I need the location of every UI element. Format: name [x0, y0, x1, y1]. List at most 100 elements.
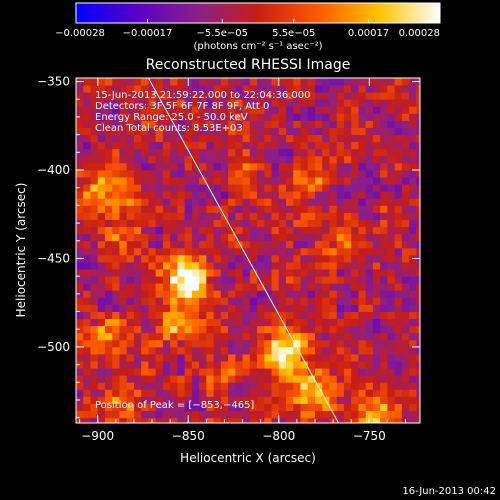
heatmap-cell	[351, 148, 359, 157]
heatmap-cell	[336, 375, 345, 383]
heatmap-cell	[191, 184, 200, 192]
heatmap-cell	[409, 240, 417, 249]
heatmap-cell	[235, 141, 243, 150]
heatmap-cell	[170, 85, 178, 93]
heatmap-cell	[300, 99, 309, 107]
heatmap-cell	[278, 170, 287, 178]
heatmap-cell	[235, 276, 243, 284]
heatmap-cell	[278, 375, 287, 383]
heatmap-cell	[307, 325, 316, 334]
heatmap-cell	[177, 99, 186, 107]
heatmap-cell	[148, 325, 157, 334]
heatmap-cell	[372, 382, 381, 390]
heatmap-cell	[271, 92, 280, 100]
heatmap-cell	[141, 184, 149, 192]
heatmap-cell	[76, 375, 84, 383]
heatmap-cell	[264, 177, 272, 185]
heatmap-cell	[83, 382, 91, 390]
heatmap-cell	[155, 254, 164, 263]
heatmap-cell	[76, 191, 84, 199]
heatmap-cell	[416, 361, 420, 369]
heatmap-cell	[206, 177, 214, 185]
heatmap-cell	[199, 134, 207, 143]
heatmap-cell	[293, 403, 301, 412]
heatmap-cell	[416, 177, 420, 185]
heatmap-cell	[191, 198, 200, 206]
heatmap-cell	[409, 332, 417, 341]
heatmap-cell	[264, 368, 272, 376]
heatmap-cell	[416, 417, 420, 423]
heatmap-cell	[365, 368, 374, 376]
heatmap-cell	[90, 99, 99, 107]
heatmap-cell	[213, 155, 222, 164]
heatmap-cell	[133, 332, 142, 341]
heatmap-cell	[155, 297, 164, 305]
x-tick-label: −850	[172, 429, 205, 443]
heatmap-cell	[184, 113, 193, 121]
heatmap-cell	[170, 290, 178, 298]
heatmap-cell	[199, 191, 207, 199]
heatmap-cell	[242, 346, 251, 355]
heatmap-cell	[235, 155, 243, 164]
heatmap-cell	[286, 141, 294, 150]
heatmap-cell	[162, 78, 171, 86]
heatmap-cell	[351, 127, 359, 136]
colorbar-tick-label: −0.00028	[55, 28, 105, 39]
heatmap-cell	[257, 247, 265, 256]
heatmap-cell	[401, 226, 410, 235]
heatmap-cell	[307, 396, 316, 404]
heatmap-cell	[257, 396, 265, 404]
heatmap-cell	[83, 325, 91, 334]
heatmap-cell	[235, 120, 243, 128]
heatmap-cell	[293, 226, 301, 235]
heatmap-cell	[271, 396, 280, 404]
heatmap-cell	[76, 127, 84, 136]
heatmap-cell	[401, 368, 410, 376]
heatmap-cell	[293, 311, 301, 320]
heatmap-cell	[343, 162, 352, 171]
heatmap-cell	[394, 339, 403, 348]
heatmap-cell	[307, 134, 316, 143]
heatmap-cell	[170, 92, 178, 100]
heatmap-cell	[322, 177, 330, 185]
heatmap-cell	[329, 85, 338, 93]
heatmap-cell	[191, 99, 200, 107]
heatmap-cell	[387, 339, 396, 348]
heatmap-cell	[133, 346, 142, 355]
heatmap-cell	[264, 318, 272, 327]
heatmap-cell	[271, 120, 280, 128]
heatmap-cell	[380, 205, 388, 213]
heatmap-cell	[401, 162, 410, 171]
heatmap-cell	[351, 205, 359, 213]
heatmap-cell	[387, 184, 396, 192]
heatmap-cell	[228, 247, 236, 256]
heatmap-cell	[206, 127, 214, 136]
heatmap-cell	[257, 304, 265, 312]
heatmap-cell	[271, 339, 280, 348]
heatmap-cell	[112, 339, 120, 348]
heatmap-cell	[387, 113, 396, 121]
heatmap-cell	[380, 240, 388, 249]
heatmap-cell	[394, 304, 403, 312]
heatmap-cell	[365, 226, 374, 235]
heatmap-cell	[104, 311, 113, 320]
heatmap-cell	[119, 276, 128, 284]
heatmap-cell	[300, 318, 309, 327]
heatmap-cell	[141, 247, 149, 256]
heatmap-cell	[177, 262, 186, 270]
heatmap-cell	[235, 177, 243, 185]
heatmap-cell	[170, 332, 178, 341]
heatmap-cell	[314, 382, 323, 390]
heatmap-cell	[257, 198, 265, 206]
heatmap-cell	[314, 120, 323, 128]
heatmap-cell	[83, 354, 91, 362]
heatmap-cell	[119, 113, 128, 121]
heatmap-cell	[155, 403, 164, 412]
heatmap-cell	[401, 375, 410, 383]
heatmap-cell	[249, 269, 258, 277]
heatmap-cell	[343, 396, 352, 404]
heatmap-cell	[235, 240, 243, 249]
heatmap-cell	[257, 361, 265, 369]
heatmap-cell	[97, 325, 106, 334]
heatmap-cell	[343, 417, 352, 423]
